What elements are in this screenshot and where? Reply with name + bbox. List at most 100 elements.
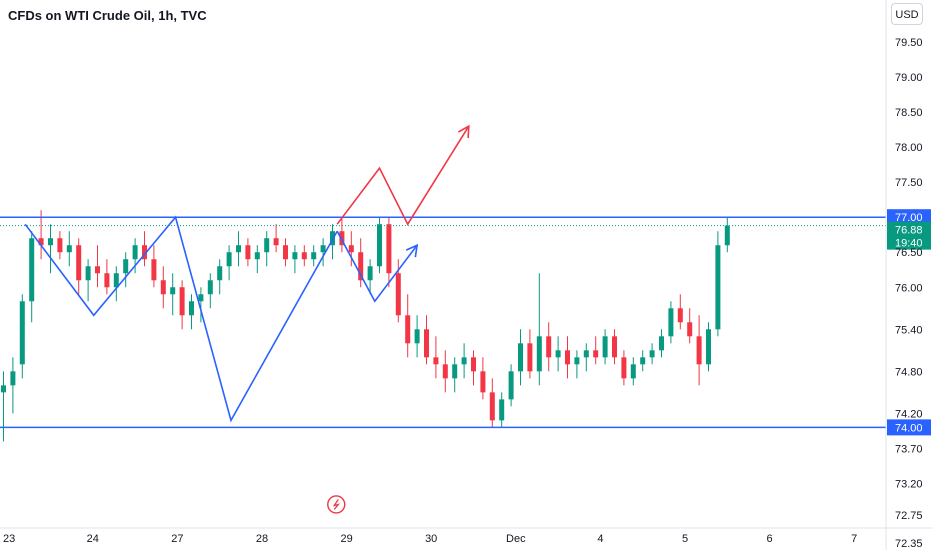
- x-tick-label: 6: [767, 533, 773, 545]
- candle-body: [339, 231, 345, 246]
- candle-body: [433, 357, 439, 365]
- candle-body: [104, 273, 110, 288]
- candle-body: [236, 245, 241, 253]
- candle-body: [489, 392, 495, 421]
- candle-body: [508, 371, 514, 400]
- candle-body: [301, 252, 307, 260]
- candle-body: [659, 336, 664, 351]
- y-tick-label: 79.50: [895, 37, 923, 49]
- x-tick-label: 23: [3, 533, 15, 545]
- y-tick-label: 79.00: [895, 72, 923, 84]
- candle-body: [386, 224, 392, 274]
- candle-body: [677, 308, 683, 323]
- candle-body: [565, 350, 570, 365]
- candle-body: [367, 266, 373, 281]
- candle-body: [66, 245, 72, 253]
- candle-body: [29, 238, 35, 302]
- zigzag-path: [24, 215, 338, 423]
- candle-body: [715, 245, 721, 330]
- candle-body: [179, 287, 185, 316]
- candle-body: [292, 252, 298, 260]
- candle-body: [189, 301, 194, 316]
- x-tick-label: 27: [171, 533, 183, 545]
- y-tick-label: 72.75: [895, 510, 923, 522]
- candles: [1, 210, 730, 442]
- candle-body: [245, 245, 251, 260]
- candle-body: [217, 266, 223, 281]
- y-tick-label: 74.20: [895, 408, 923, 420]
- candle-body: [254, 252, 260, 260]
- y-tick-label: 74.80: [895, 366, 923, 378]
- candle-body: [442, 364, 448, 379]
- candle-body: [424, 329, 429, 358]
- candle-body: [527, 343, 533, 372]
- candle-body: [198, 294, 204, 302]
- candle-body: [480, 371, 486, 393]
- candle-body: [602, 336, 608, 358]
- y-tick-label: 77.50: [895, 177, 923, 189]
- candle-body: [95, 266, 100, 274]
- y-tick-label: 75.40: [895, 324, 923, 336]
- candle-body: [612, 336, 617, 358]
- candle-body: [273, 238, 279, 246]
- level-label: 77.00: [895, 212, 923, 224]
- candle-body: [414, 329, 420, 344]
- current-price-label: 76.88: [895, 225, 923, 237]
- candle-body: [668, 308, 674, 337]
- candle-body: [142, 245, 147, 260]
- candle-body: [621, 357, 627, 379]
- y-tick-label: 76.00: [895, 282, 923, 294]
- candle-body: [38, 238, 44, 246]
- candle-body: [170, 287, 176, 295]
- candle-body: [320, 245, 326, 253]
- candle-body: [574, 357, 580, 365]
- currency-button[interactable]: USD: [891, 3, 923, 25]
- candle-body: [452, 364, 458, 379]
- y-tick-label: 72.35: [895, 538, 923, 550]
- candle-body: [132, 245, 138, 260]
- candle-body: [583, 350, 589, 358]
- arrow-path: [336, 230, 418, 303]
- current-price-label-bg: [887, 221, 931, 250]
- candle-body: [405, 315, 411, 344]
- arrow-head: [457, 124, 470, 139]
- candle-body: [640, 357, 646, 365]
- candle-body: [10, 371, 16, 386]
- candle-body: [471, 357, 476, 372]
- drawings: [24, 124, 470, 423]
- y-tick-label: 78.00: [895, 142, 923, 154]
- y-tick-label: 73.20: [895, 478, 923, 490]
- x-tick-label: 29: [340, 533, 352, 545]
- candle-body: [57, 238, 63, 253]
- arrow-path: [336, 125, 470, 226]
- x-tick-label: Dec: [506, 533, 526, 545]
- x-tick-label: 7: [851, 533, 857, 545]
- candle-body: [518, 343, 523, 372]
- arrow-head: [405, 243, 419, 258]
- candle-body: [311, 252, 317, 260]
- candle-body: [395, 273, 401, 316]
- candle-body: [226, 252, 232, 267]
- candle-body: [207, 280, 213, 295]
- candle-body: [687, 322, 693, 337]
- candle-body: [649, 350, 655, 358]
- candle-body: [593, 350, 599, 358]
- candle-body: [348, 245, 354, 253]
- candle-body: [151, 259, 157, 281]
- candle-body: [264, 238, 270, 253]
- candle-body: [283, 245, 288, 260]
- candle-body: [696, 336, 702, 365]
- candle-body: [536, 336, 542, 372]
- y-tick-label: 73.70: [895, 443, 923, 455]
- candle-body: [85, 266, 91, 281]
- candle-body: [358, 252, 364, 281]
- candle-body: [630, 364, 636, 379]
- candle-body: [160, 280, 166, 295]
- candle-body: [555, 350, 561, 358]
- y-tick-label: 76.50: [895, 247, 923, 259]
- candle-body: [377, 224, 382, 267]
